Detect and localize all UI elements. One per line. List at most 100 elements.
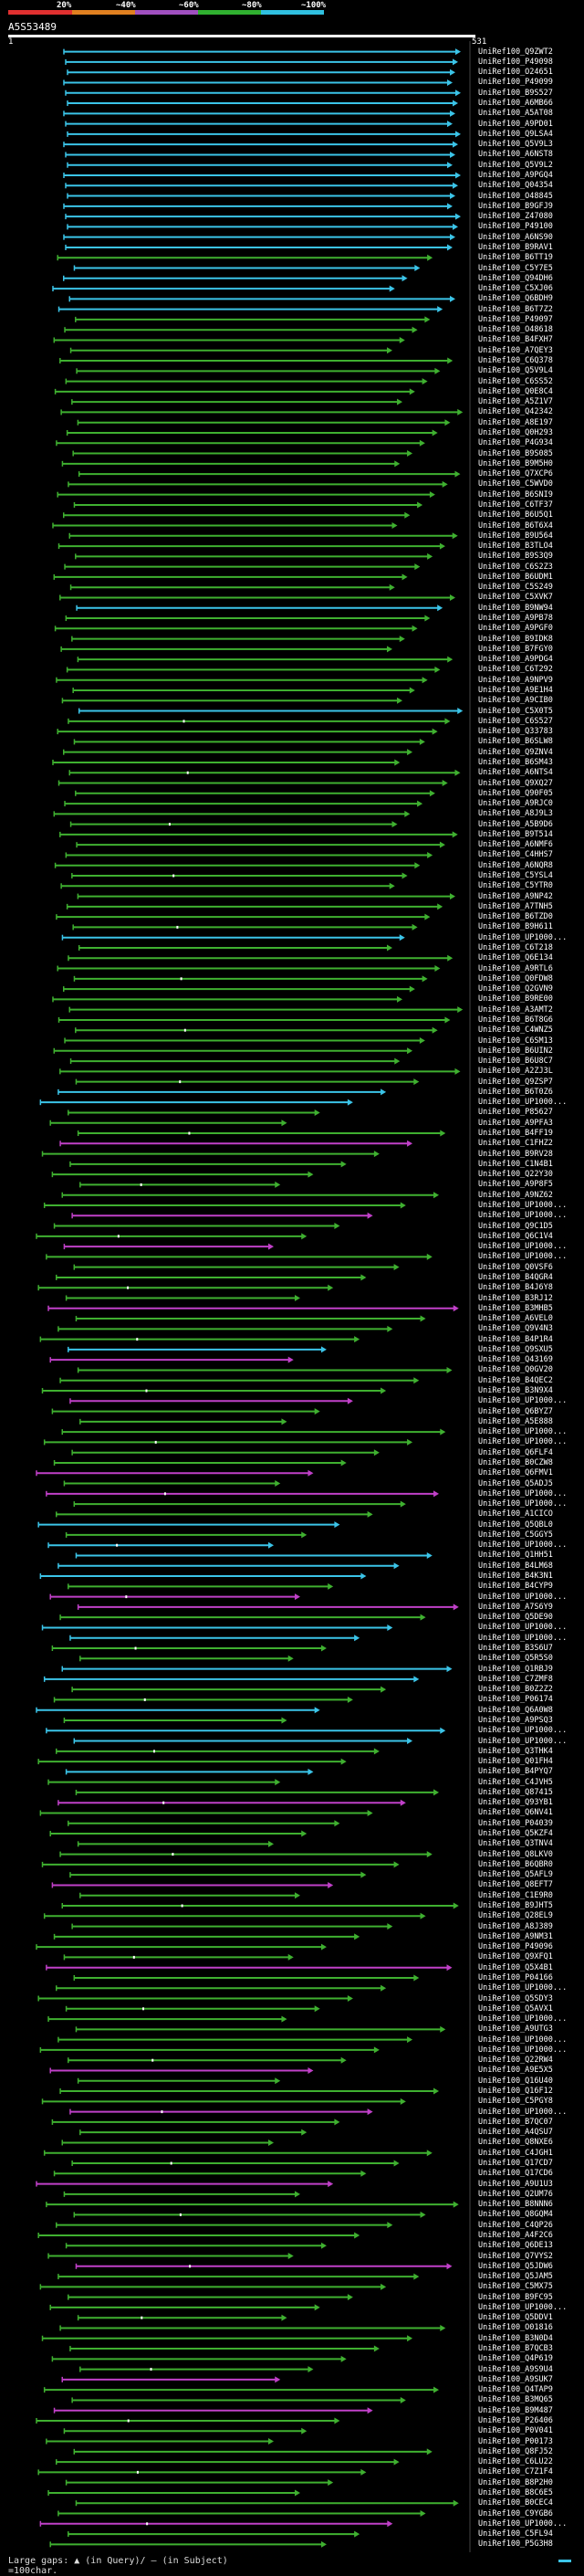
- hit-alignment-row[interactable]: [57, 728, 438, 735]
- hit-alignment-row[interactable]: [68, 1820, 340, 1827]
- hit-label[interactable]: UniRef100_B0CZW8: [478, 1457, 553, 1467]
- hit-label[interactable]: UniRef100_B6SLW8: [478, 737, 553, 747]
- hit-alignment-row[interactable]: [47, 1541, 274, 1549]
- hit-alignment-row[interactable]: [61, 1666, 453, 1673]
- hit-label[interactable]: UniRef100_A7S6Y9: [478, 1602, 553, 1612]
- hit-alignment-row[interactable]: [63, 2427, 308, 2434]
- hit-label[interactable]: UniRef100_Q6BDH9: [478, 294, 553, 304]
- hit-alignment-row[interactable]: [62, 275, 408, 282]
- hit-label[interactable]: UniRef100_Q5QBL0: [478, 1519, 553, 1530]
- hit-alignment-row[interactable]: [39, 1809, 373, 1816]
- hit-alignment-row[interactable]: [47, 1305, 459, 1312]
- hit-label[interactable]: UniRef100_Q22RW4: [478, 2056, 553, 2066]
- hit-label[interactable]: UniRef100_A6VEL0: [478, 1314, 553, 1324]
- hit-label[interactable]: UniRef100_A3AMT2: [478, 1004, 553, 1015]
- hit-label[interactable]: UniRef100_P5G3H8: [478, 2539, 553, 2550]
- hit-alignment-row[interactable]: [63, 48, 461, 56]
- hit-label[interactable]: UniRef100_Q5JDW6: [478, 2261, 553, 2271]
- hit-alignment-row[interactable]: [79, 2366, 314, 2373]
- hit-label[interactable]: UniRef100_A1CICO: [478, 1509, 553, 1519]
- hit-label[interactable]: UniRef100_P06174: [478, 1695, 553, 1705]
- hit-label[interactable]: UniRef100_A9U1U3: [478, 2179, 553, 2189]
- hit-alignment-row[interactable]: [79, 1892, 300, 1899]
- hit-label[interactable]: UniRef100_B3TLO4: [478, 541, 553, 552]
- hit-alignment-row[interactable]: [71, 872, 408, 879]
- hit-label[interactable]: UniRef100_P4G934: [478, 438, 553, 448]
- hit-label[interactable]: UniRef100_B4J6Y8: [478, 1283, 553, 1293]
- hit-label[interactable]: UniRef100_Q0H293: [478, 427, 553, 437]
- hit-alignment-row[interactable]: [51, 1408, 320, 1415]
- hit-label[interactable]: UniRef100_C5XVK7: [478, 593, 553, 603]
- hit-alignment-row[interactable]: [77, 2077, 281, 2085]
- hit-label[interactable]: UniRef100_A9UTG3: [478, 2024, 553, 2035]
- hit-label[interactable]: UniRef100_C5PGY8: [478, 2097, 553, 2107]
- hit-alignment-row[interactable]: [71, 1449, 380, 1456]
- hit-label[interactable]: UniRef100_Q2GVN9: [478, 984, 553, 994]
- hit-alignment-row[interactable]: [59, 1851, 433, 1858]
- hit-label[interactable]: UniRef100_C5WVD0: [478, 479, 553, 489]
- hit-alignment-row[interactable]: [47, 2015, 287, 2023]
- hit-label[interactable]: UniRef100_UP1000...: [478, 1488, 568, 1498]
- hit-alignment-row[interactable]: [39, 2520, 393, 2528]
- hit-alignment-row[interactable]: [53, 1696, 353, 1703]
- hit-alignment-row[interactable]: [63, 1480, 281, 1488]
- hit-label[interactable]: UniRef100_A9E5X5: [478, 2066, 553, 2076]
- hit-alignment-row[interactable]: [57, 1562, 400, 1570]
- hit-alignment-row[interactable]: [75, 1551, 433, 1559]
- hit-label[interactable]: UniRef100_Q87415: [478, 1787, 553, 1797]
- hit-label[interactable]: UniRef100_A6NST8: [478, 150, 553, 160]
- hit-alignment-row[interactable]: [68, 2056, 347, 2064]
- hit-label[interactable]: UniRef100_Q8NXE6: [478, 2138, 553, 2148]
- hit-alignment-row[interactable]: [54, 625, 418, 632]
- hit-alignment-row[interactable]: [57, 1325, 393, 1332]
- hit-alignment-row[interactable]: [79, 1181, 281, 1188]
- hit-alignment-row[interactable]: [65, 182, 458, 189]
- hit-alignment-row[interactable]: [71, 1212, 373, 1219]
- hit-label[interactable]: UniRef100_UP1000...: [478, 1437, 568, 1447]
- hit-alignment-row[interactable]: [77, 1603, 459, 1611]
- hit-alignment-row[interactable]: [65, 2479, 334, 2487]
- hit-alignment-row[interactable]: [64, 800, 423, 807]
- hit-label[interactable]: UniRef100_O48845: [478, 191, 553, 201]
- hit-alignment-row[interactable]: [37, 1284, 334, 1291]
- hit-label[interactable]: UniRef100_Q5R5S0: [478, 1654, 553, 1664]
- hit-alignment-row[interactable]: [53, 573, 408, 581]
- hit-label[interactable]: UniRef100_P49097: [478, 314, 553, 324]
- hit-label[interactable]: UniRef100_A7TNH5: [478, 901, 553, 911]
- hit-label[interactable]: UniRef100_C5XJ06: [478, 284, 553, 294]
- hit-label[interactable]: UniRef100_A6NS90: [478, 232, 553, 242]
- hit-label[interactable]: UniRef100_Q6C1V4: [478, 1231, 553, 1241]
- hit-label[interactable]: UniRef100_O48618: [478, 325, 553, 335]
- hit-label[interactable]: UniRef100_UP1000...: [478, 1726, 568, 1736]
- hit-alignment-row[interactable]: [41, 1387, 387, 1394]
- hit-label[interactable]: UniRef100_A9NP42: [478, 891, 553, 901]
- hit-label[interactable]: UniRef100_P0V041: [478, 2426, 553, 2436]
- hit-label[interactable]: UniRef100_UP1000...: [478, 1211, 568, 1221]
- hit-label[interactable]: UniRef100_B9S527: [478, 88, 553, 98]
- hit-alignment-row[interactable]: [65, 1295, 300, 1301]
- hit-label[interactable]: UniRef100_P00173: [478, 2436, 553, 2446]
- hit-label[interactable]: UniRef100_UP1000...: [478, 2302, 568, 2312]
- hit-label[interactable]: UniRef100_B4QEC2: [478, 1375, 553, 1385]
- hit-label[interactable]: UniRef100_UP1000...: [478, 1098, 568, 1108]
- hit-label[interactable]: UniRef100_B4QGR4: [478, 1272, 553, 1282]
- hit-label[interactable]: UniRef100_A9P8F5: [478, 1180, 553, 1190]
- hit-label[interactable]: UniRef100_C6S527: [478, 716, 553, 726]
- hit-alignment-row[interactable]: [64, 326, 418, 333]
- hit-alignment-row[interactable]: [67, 193, 455, 200]
- hit-alignment-row[interactable]: [53, 1223, 340, 1230]
- hit-alignment-row[interactable]: [63, 234, 455, 241]
- hit-label[interactable]: UniRef100_O24651: [478, 68, 553, 78]
- hit-alignment-row[interactable]: [51, 2119, 340, 2126]
- hit-alignment-row[interactable]: [66, 903, 443, 910]
- hit-alignment-row[interactable]: [54, 862, 421, 869]
- hit-alignment-row[interactable]: [59, 2087, 440, 2095]
- hit-label[interactable]: UniRef100_B4P1R4: [478, 1334, 553, 1344]
- hit-alignment-row[interactable]: [56, 677, 428, 684]
- hit-label[interactable]: UniRef100_Q6BYZ7: [478, 1406, 553, 1416]
- hit-label[interactable]: UniRef100_B0Z2Z2: [478, 1685, 553, 1695]
- hit-label[interactable]: UniRef100_B6SM43: [478, 757, 553, 767]
- hit-alignment-row[interactable]: [59, 1067, 461, 1075]
- hit-alignment-row[interactable]: [71, 2396, 406, 2403]
- hit-label[interactable]: UniRef100_A9CIB0: [478, 696, 553, 706]
